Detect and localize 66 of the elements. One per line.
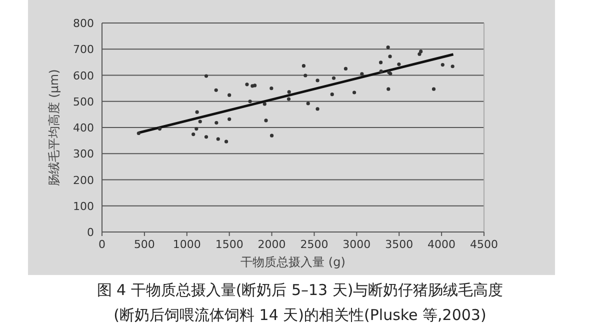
point <box>264 118 268 122</box>
point <box>378 60 383 64</box>
point <box>304 74 308 78</box>
point <box>270 86 274 90</box>
point <box>198 120 202 124</box>
x-tick-label: 2500 <box>300 238 328 251</box>
y-tick-label: 100 <box>73 200 94 213</box>
point <box>214 121 218 125</box>
point <box>262 102 266 106</box>
point <box>332 76 336 80</box>
point <box>136 131 140 136</box>
point <box>302 64 306 68</box>
x-tick-label: 3500 <box>385 238 414 251</box>
x-tick-label: 2000 <box>258 238 286 251</box>
y-tick-label: 300 <box>73 148 94 161</box>
y-tick-label: 700 <box>73 43 94 56</box>
point <box>248 100 252 104</box>
point <box>245 82 249 86</box>
point <box>216 137 220 141</box>
point <box>450 64 454 68</box>
y-tick-label: 0 <box>87 226 94 239</box>
y-tick-label: 500 <box>73 95 94 108</box>
point <box>214 88 218 92</box>
x-tick-label: 4000 <box>428 238 456 251</box>
text: (断奶后饲喂流体饲料 14 天)的相关性(Pluske 等,2003) <box>114 306 486 324</box>
point <box>386 87 390 91</box>
point <box>204 74 208 78</box>
point <box>330 92 334 96</box>
point <box>379 70 383 74</box>
y-tick-label: 800 <box>73 17 94 30</box>
point <box>344 66 348 71</box>
point <box>287 90 291 94</box>
y-tick-label: 400 <box>73 122 94 134</box>
point <box>386 45 390 50</box>
point <box>316 107 320 111</box>
point <box>224 140 228 144</box>
point <box>158 127 162 131</box>
x-axis-title: 干物质总摄入量 (g) <box>240 255 346 269</box>
point <box>419 50 423 54</box>
point <box>270 134 274 138</box>
y-tick-label: 600 <box>73 69 94 82</box>
point <box>204 135 208 139</box>
x-tick-label: 0 <box>98 238 106 251</box>
point <box>253 84 257 88</box>
caption: 图 4 干物质总摄入量(断奶后 5–13 天)与断奶仔猪肠绒毛高度 <box>96 281 504 299</box>
point <box>195 110 199 114</box>
y-axis-title: 肠绒毛平均高度 (μm) <box>47 69 61 186</box>
point <box>194 127 198 131</box>
point <box>440 63 444 67</box>
y-tick-label: 200 <box>73 174 94 187</box>
point <box>228 93 232 97</box>
point <box>316 78 320 82</box>
point <box>352 90 356 94</box>
x-tick-label: 4500 <box>470 238 498 251</box>
x-tick-label: 1000 <box>172 238 201 251</box>
point <box>228 117 232 121</box>
x-tick-label: 500 <box>134 238 155 251</box>
x-tick-label: 3000 <box>342 238 371 251</box>
point <box>192 132 196 136</box>
x-tick-label: 1500 <box>215 238 244 251</box>
point <box>306 102 310 106</box>
point <box>388 54 392 58</box>
point <box>286 97 291 101</box>
point <box>432 87 436 91</box>
point <box>397 62 401 66</box>
point <box>360 72 364 76</box>
